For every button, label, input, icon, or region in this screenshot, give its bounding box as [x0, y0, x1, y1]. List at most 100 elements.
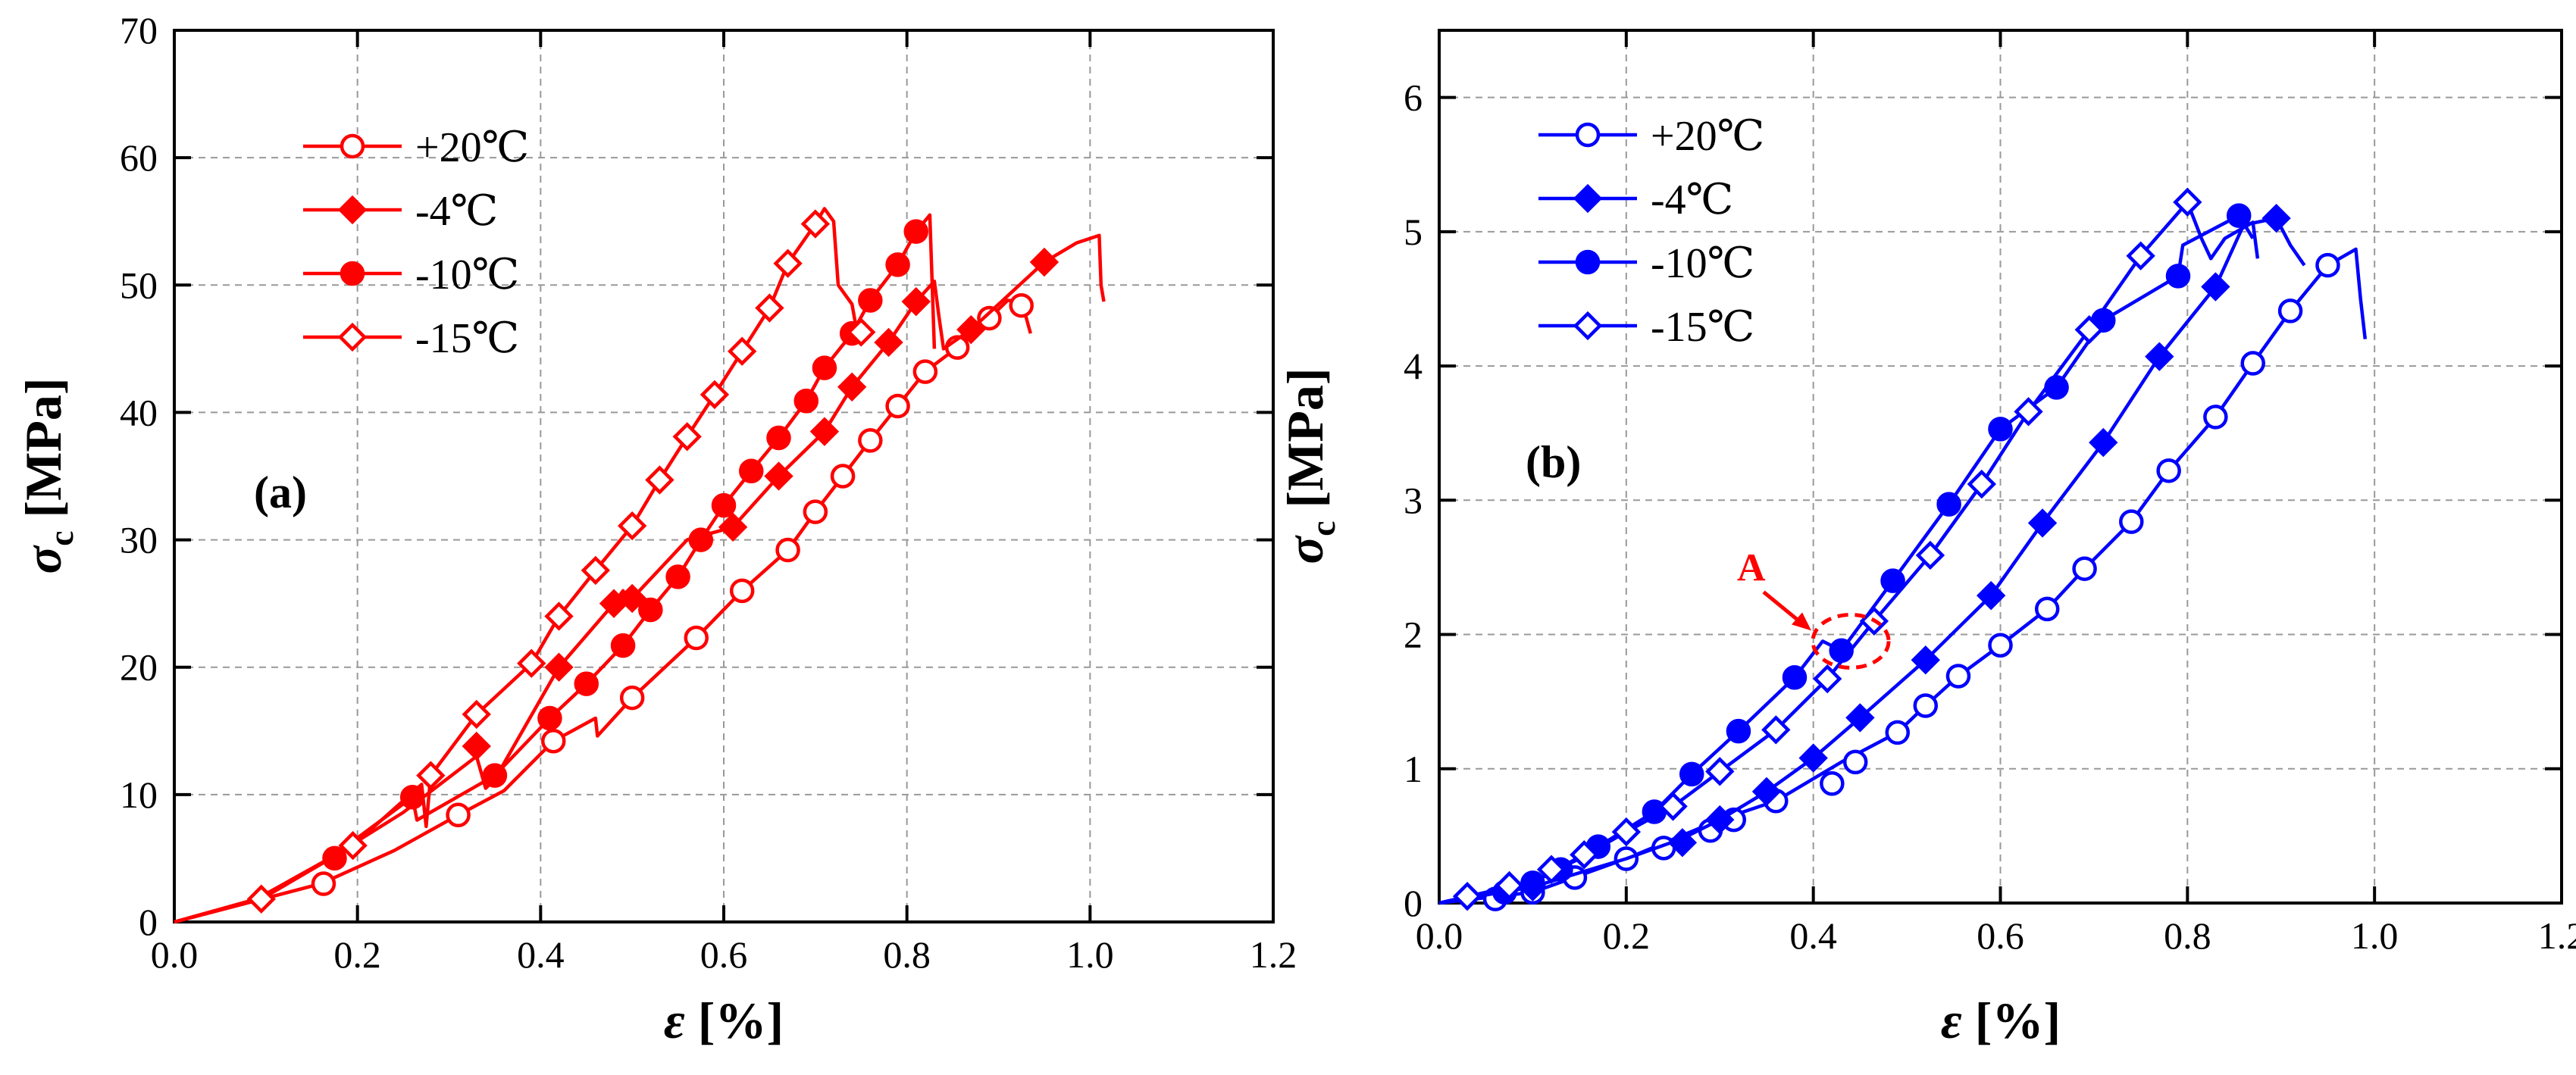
- data-point: [1812, 664, 1842, 694]
- data-point: [1726, 718, 1751, 744]
- data-point: [2165, 264, 2191, 289]
- data-point: [665, 564, 690, 589]
- legend-marker: [1573, 183, 1603, 214]
- y-tick-label: 4: [1404, 345, 1423, 387]
- x-tick-label: 0.0: [151, 933, 199, 976]
- legend-label: -4℃: [415, 188, 498, 235]
- data-point: [2173, 187, 2202, 217]
- series-line: [174, 298, 1032, 924]
- x-tick-label: 0.4: [517, 933, 565, 976]
- data-point: [1945, 664, 1971, 689]
- series-3: [1438, 203, 2255, 905]
- series-line: [1438, 200, 2260, 905]
- data-point: [1911, 645, 1940, 675]
- data-point: [1967, 469, 1996, 499]
- data-point: [858, 428, 883, 453]
- legend-label: +20℃: [415, 124, 529, 171]
- series-line: [174, 213, 937, 924]
- data-point: [544, 602, 574, 631]
- data-point: [773, 248, 803, 278]
- series-1: [174, 292, 1034, 924]
- grid: [1439, 30, 2562, 903]
- data-point: [684, 625, 709, 651]
- y-tick-label: 5: [1404, 211, 1423, 253]
- data-point: [1570, 840, 1599, 870]
- legend: +20℃ -4℃ -10℃ -15℃: [1538, 113, 1764, 351]
- annotation: A: [1737, 546, 1891, 670]
- data-point: [2203, 405, 2228, 430]
- x-tick-label: 1.2: [2538, 914, 2576, 957]
- data-point: [1705, 805, 1735, 835]
- data-point: [338, 830, 368, 861]
- y-tick-label: 50: [120, 264, 158, 306]
- data-point: [1976, 580, 2006, 611]
- data-point: [837, 372, 867, 402]
- data-point: [1798, 743, 1828, 773]
- x-axis-label: ε [%]: [664, 992, 784, 1049]
- data-point: [1658, 792, 1688, 821]
- annotation-ellipse: [1811, 612, 1891, 670]
- data-point: [755, 293, 784, 323]
- data-point: [617, 583, 647, 614]
- x-tick-label: 0.2: [1603, 914, 1651, 957]
- data-point: [2044, 375, 2069, 400]
- data-point: [803, 499, 828, 524]
- data-point: [1536, 855, 1567, 884]
- data-point: [858, 288, 883, 313]
- data-point: [830, 464, 856, 489]
- y-axis-label: σc [MPa]: [1276, 367, 1342, 564]
- data-point: [809, 417, 840, 446]
- data-point: [645, 465, 675, 495]
- series-2: [174, 233, 1106, 924]
- legend-marker: [1575, 249, 1601, 275]
- data-point: [1705, 757, 1735, 786]
- series-line: [1438, 216, 2306, 905]
- series-4: [174, 207, 876, 924]
- annotation-arrowhead: [1792, 612, 1812, 631]
- legend-label: -15℃: [1651, 304, 1754, 351]
- x-tick-label: 0.2: [333, 933, 381, 976]
- legend-label: -4℃: [1651, 177, 1733, 223]
- data-point: [901, 286, 931, 317]
- series-line: [174, 207, 863, 924]
- data-point: [1667, 828, 1698, 858]
- data-point: [462, 699, 491, 730]
- legend-label: -10℃: [415, 252, 519, 298]
- legend-marker: [340, 133, 365, 159]
- data-point: [2119, 509, 2144, 534]
- data-point: [729, 578, 755, 604]
- data-point: [1761, 715, 1791, 745]
- y-tick-label: 0: [1404, 882, 1423, 924]
- data-point: [977, 305, 1002, 331]
- x-tick-label: 0.6: [700, 933, 748, 976]
- data-point: [885, 252, 910, 277]
- data-point: [517, 648, 546, 678]
- data-point: [1782, 665, 1808, 690]
- x-tick-label: 1.2: [1250, 933, 1297, 976]
- data-point: [2034, 596, 2060, 622]
- data-point: [1679, 761, 1704, 787]
- x-tick-label: 0.4: [1789, 914, 1837, 957]
- data-point: [700, 380, 730, 410]
- series-2: [1438, 203, 2306, 905]
- data-point: [537, 705, 562, 731]
- data-point: [764, 461, 793, 491]
- x-tick-label: 0.0: [1416, 914, 1463, 957]
- y-tick-label: 60: [120, 136, 158, 179]
- data-point: [1029, 247, 1060, 277]
- data-point: [2074, 315, 2104, 345]
- data-point: [912, 359, 938, 384]
- data-point: [619, 685, 645, 711]
- y-tick-label: 40: [120, 391, 158, 433]
- x-tick-label: 1.0: [2351, 914, 2399, 957]
- series-3: [174, 213, 937, 924]
- data-point: [800, 209, 831, 239]
- panel-label: (b): [1526, 437, 1581, 487]
- x-tick-label: 0.8: [883, 933, 931, 976]
- data-point: [2156, 458, 2181, 483]
- panel-label: (a): [254, 467, 307, 517]
- legend-label: -15℃: [415, 315, 519, 362]
- data-point: [1913, 693, 1939, 718]
- data-point: [416, 761, 446, 790]
- data-point: [739, 458, 764, 484]
